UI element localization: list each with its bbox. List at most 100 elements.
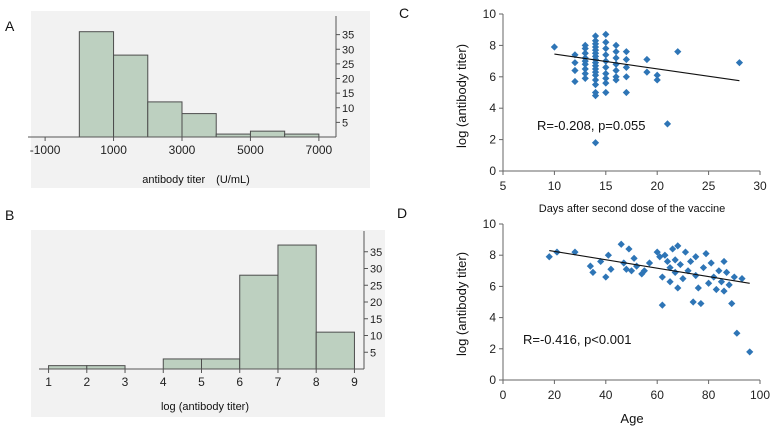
panel-c-point-60 bbox=[735, 59, 744, 67]
panel-b-x-tick-label-4: 5 bbox=[198, 375, 205, 389]
panel-d-point-34 bbox=[681, 248, 690, 256]
panel-b-x-tick-label-1: 2 bbox=[83, 375, 90, 389]
panel-c-point-7 bbox=[581, 49, 589, 57]
panel-c-point-28 bbox=[591, 81, 600, 89]
panel-a-bar-5 bbox=[249, 130, 286, 138]
panel-d-point-3 bbox=[586, 262, 594, 270]
panel-b-x-axis-label: log (antibody titer) bbox=[161, 401, 249, 413]
panel-d-points bbox=[545, 240, 754, 356]
panel-c-point-57 bbox=[653, 76, 661, 84]
panel-c-point-33 bbox=[602, 38, 610, 46]
panel-d-point-28 bbox=[671, 256, 679, 264]
panel-b-x-tick-label-0: 1 bbox=[45, 375, 52, 389]
panel-b-x-tick-label-6: 7 bbox=[275, 375, 282, 389]
panel-d-point-45 bbox=[707, 259, 715, 267]
panel-d-point-22 bbox=[658, 273, 666, 281]
panel-d-point-40 bbox=[694, 284, 702, 292]
panel-d-point-48 bbox=[715, 267, 723, 275]
panel-d-point-18 bbox=[645, 259, 654, 267]
panel-c-point-32 bbox=[602, 30, 610, 39]
panel-a-bar-1 bbox=[113, 54, 149, 138]
panel-d-x-tick-label-1: 20 bbox=[548, 388, 562, 402]
panel-d-point-17 bbox=[640, 267, 648, 275]
panel-d-point-13 bbox=[627, 267, 636, 275]
panel-c-y-tick-label-1: 2 bbox=[489, 133, 496, 147]
panel-a-bars bbox=[78, 31, 320, 138]
panel-c-point-53 bbox=[622, 88, 630, 97]
panel-c-y-tick-label-2: 4 bbox=[489, 101, 496, 115]
panel-d-point-4 bbox=[589, 268, 597, 276]
panel-d-point-27 bbox=[669, 245, 677, 253]
panel-d-x-axis-label: Age bbox=[620, 411, 643, 426]
panel-d-point-50 bbox=[720, 257, 728, 266]
panel-d-point-35 bbox=[684, 267, 692, 275]
panel-b-bar-0 bbox=[48, 365, 88, 370]
panel-d-point-32 bbox=[676, 260, 684, 269]
panel-b-x-tick-label-2: 3 bbox=[122, 375, 129, 389]
panel-d-y-tick-label-0: 0 bbox=[489, 373, 496, 387]
panel-c-point-37 bbox=[602, 63, 610, 71]
panel-a-bar-2 bbox=[147, 101, 183, 138]
panel-b-y-tick-label-5: 30 bbox=[370, 264, 382, 276]
panel-c-y-tick-label-0: 0 bbox=[489, 164, 496, 178]
panel-c-scatter: C 0 2 4 6 8 10 5 10 15 20 25 30 R=-0.208, p=0.055 D… bbox=[399, 5, 767, 215]
panel-c-x-axis-label: Days after second dose of the vaccine bbox=[539, 203, 726, 215]
panel-d-y-tick-label-2: 4 bbox=[489, 311, 496, 325]
panel-c-point-12 bbox=[581, 70, 589, 78]
panel-c-point-26 bbox=[591, 71, 600, 79]
panel-d-point-29 bbox=[671, 268, 679, 276]
panel-c-y-tick-label-4: 8 bbox=[489, 38, 496, 52]
panel-d-trendline bbox=[549, 249, 750, 284]
panel-c-point-50 bbox=[622, 55, 630, 64]
panel-c-trendline-line bbox=[554, 53, 740, 82]
panel-b-letter: B bbox=[5, 207, 14, 223]
panel-d-point-7 bbox=[604, 251, 612, 259]
panel-d-point-24 bbox=[663, 257, 672, 266]
panel-b-bar-3 bbox=[162, 358, 203, 370]
panel-d-point-37 bbox=[689, 298, 697, 306]
panel-c-point-59 bbox=[674, 48, 682, 56]
panel-d-point-55 bbox=[730, 273, 738, 281]
panel-d-point-54 bbox=[728, 299, 736, 308]
panel-c-point-46 bbox=[612, 66, 620, 75]
panel-c-point-3 bbox=[571, 66, 579, 75]
panel-d-x-tick-label-5: 100 bbox=[750, 388, 770, 402]
panel-d-point-31 bbox=[674, 284, 682, 292]
panel-c-point-0 bbox=[550, 43, 558, 51]
panel-c-point-44 bbox=[612, 54, 620, 62]
panel-d-point-8 bbox=[607, 265, 615, 273]
panel-c-y-tick-label-3: 6 bbox=[489, 70, 496, 84]
panel-d-x-tick-label-4: 80 bbox=[702, 388, 716, 402]
panel-c-annotation: R=-0.208, p=0.055 bbox=[537, 118, 645, 133]
panel-d-x-tick-label-0: 0 bbox=[500, 388, 507, 402]
panel-c-x-tick-label-5: 30 bbox=[753, 179, 767, 193]
panel-c-point-1 bbox=[571, 51, 579, 59]
panel-d-point-15 bbox=[633, 262, 641, 270]
panel-d-point-52 bbox=[722, 268, 731, 276]
panel-d-y-axis-label: log (antibody titer) bbox=[454, 252, 469, 356]
panel-a-bar-3 bbox=[181, 113, 217, 138]
panel-b-x-tick-label-5: 6 bbox=[236, 375, 243, 389]
panel-d-point-44 bbox=[705, 279, 713, 287]
panel-a-letter: A bbox=[5, 18, 15, 34]
panel-d-letter: D bbox=[397, 205, 407, 221]
panel-a-axes: 5 10 15 20 25 30 35 -1000 1000 3000 5000 7000 bbox=[28, 16, 354, 157]
panel-d-point-42 bbox=[699, 264, 708, 272]
panel-c-point-41 bbox=[602, 88, 610, 97]
panel-c-point-38 bbox=[602, 70, 610, 78]
panel-d-point-57 bbox=[738, 275, 746, 283]
panel-c-point-27 bbox=[591, 76, 600, 84]
panel-c-point-49 bbox=[622, 48, 630, 56]
panel-b-x-tick-label-3: 4 bbox=[160, 375, 167, 389]
panel-d-point-9 bbox=[617, 240, 625, 248]
panel-d-annotation: R=-0.416, p<0.001 bbox=[523, 332, 631, 347]
panel-c-x-tick-label-0: 5 bbox=[500, 179, 507, 193]
panel-b-y-tick-label-1: 10 bbox=[370, 331, 382, 343]
panel-b-bar-1 bbox=[86, 365, 126, 370]
panel-d-point-0 bbox=[545, 253, 553, 261]
panel-d-point-30 bbox=[674, 242, 682, 250]
panel-a-x-tick-label-0: -1000 bbox=[30, 143, 61, 157]
panel-d-point-43 bbox=[702, 250, 710, 258]
